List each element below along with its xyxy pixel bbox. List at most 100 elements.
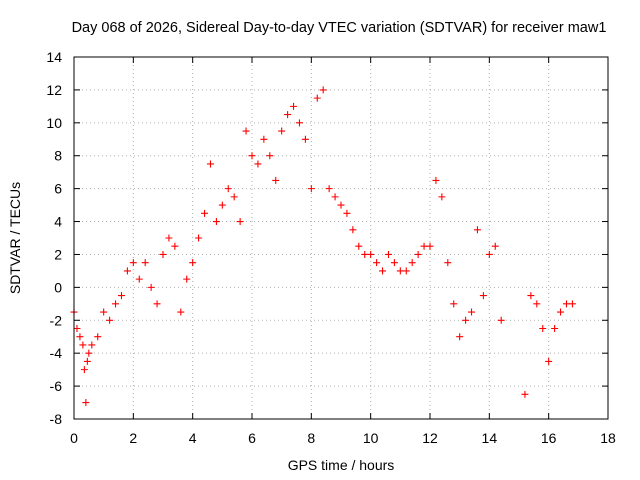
data-point (85, 349, 93, 357)
x-tick-label: 2 (129, 430, 137, 446)
data-point (171, 242, 179, 250)
data-point (533, 300, 541, 308)
data-point (539, 325, 547, 332)
y-tick-labels: -8 -6 -4 -2 0 2 4 6 8 10 12 14 (46, 49, 62, 427)
data-point (153, 300, 161, 308)
data-point (254, 160, 262, 168)
y-tick-label: 8 (54, 148, 62, 164)
data-point (135, 275, 143, 283)
data-point (361, 250, 369, 258)
data-point (307, 185, 315, 193)
x-tick-labels: 0 2 4 6 8 10 12 14 16 18 (70, 430, 616, 446)
data-point (390, 259, 398, 267)
data-point (248, 152, 256, 160)
y-tick-label: -6 (50, 378, 63, 394)
data-point (337, 201, 345, 209)
data-point (562, 300, 570, 308)
y-tick-label: 0 (54, 279, 62, 295)
data-point (266, 152, 274, 160)
data-point (551, 325, 559, 332)
data-point (123, 267, 131, 275)
y-tick-label: 2 (54, 246, 62, 262)
data-point (485, 250, 493, 258)
data-point (224, 185, 232, 193)
data-point (319, 86, 327, 94)
y-tick-label: -2 (50, 312, 63, 328)
x-tick-label: 14 (482, 430, 498, 446)
data-point (76, 333, 84, 341)
data-point (545, 357, 553, 365)
y-tick-label: 6 (54, 181, 62, 197)
chart-title: Day 068 of 2026, Sidereal Day-to-day VTE… (72, 20, 607, 36)
data-point (290, 102, 298, 110)
data-point (468, 308, 476, 316)
data-point (106, 316, 114, 324)
data-point (420, 242, 428, 250)
data-point (396, 267, 404, 275)
y-tick-label: 10 (46, 115, 62, 131)
data-point (189, 259, 197, 267)
data-point (313, 94, 321, 102)
x-tick-label: 0 (70, 430, 78, 446)
data-point (236, 218, 244, 226)
data-point (349, 226, 357, 234)
data-point (260, 135, 268, 143)
y-tick-label: -8 (50, 411, 63, 427)
y-tick-label: 4 (54, 214, 62, 230)
data-point (444, 259, 452, 267)
x-tick-label: 4 (189, 430, 197, 446)
data-point (278, 127, 286, 135)
data-point (450, 300, 458, 308)
data-points (70, 86, 576, 407)
data-point (432, 176, 440, 184)
data-point (379, 267, 387, 275)
x-tick-label: 8 (307, 430, 315, 446)
data-point (384, 250, 392, 258)
data-point (479, 292, 487, 300)
data-point (473, 226, 481, 234)
data-point (462, 316, 470, 324)
data-point (183, 275, 191, 283)
data-point (112, 300, 120, 308)
data-point (83, 357, 91, 365)
data-point (195, 234, 203, 242)
x-tick-label: 16 (541, 430, 557, 446)
data-point (165, 234, 173, 242)
grid (74, 57, 608, 419)
data-point (527, 292, 535, 300)
y-axis-label: SDTVAR / TECUs (7, 182, 23, 294)
x-tick-label: 18 (600, 430, 616, 446)
data-point (367, 250, 375, 258)
data-point (129, 259, 137, 267)
data-point (242, 127, 250, 135)
data-point (141, 259, 149, 267)
data-point (355, 242, 363, 250)
data-point (94, 333, 102, 341)
data-point (331, 193, 339, 201)
data-point (402, 267, 410, 275)
y-tick-label: 14 (46, 49, 62, 65)
data-point (79, 341, 87, 349)
y-tick-label: -4 (50, 345, 63, 361)
data-point (80, 366, 88, 374)
data-point (491, 242, 499, 250)
data-point (295, 119, 303, 127)
data-point (557, 308, 565, 316)
data-point (100, 308, 108, 316)
data-point (177, 308, 185, 316)
data-point (201, 209, 209, 217)
data-point (521, 390, 529, 398)
data-point (88, 341, 96, 349)
data-point (301, 135, 309, 143)
data-point (438, 193, 446, 201)
data-point (568, 300, 576, 308)
data-point (325, 185, 333, 193)
x-tick-label: 6 (248, 430, 256, 446)
data-point (456, 333, 464, 341)
x-tick-label: 12 (422, 430, 438, 446)
data-point (117, 292, 125, 300)
data-point (147, 283, 155, 291)
data-point (497, 316, 505, 324)
data-point (373, 259, 381, 267)
